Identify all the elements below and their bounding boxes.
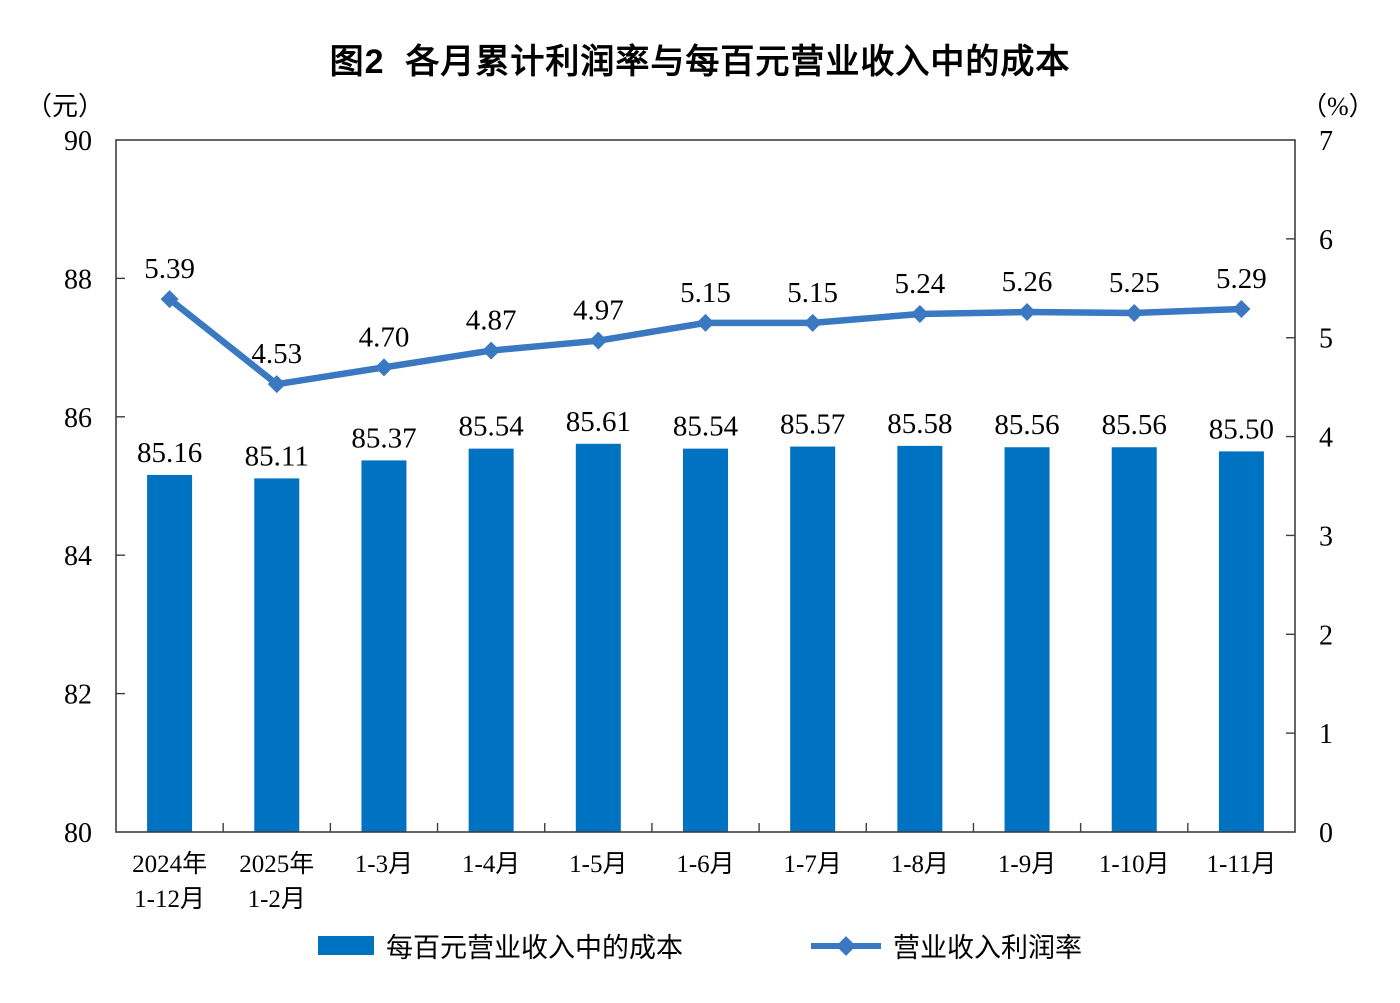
left-axis-tick-label: 88 bbox=[64, 264, 92, 295]
legend: 每百元营业收入中的成本 营业收入利润率 bbox=[0, 926, 1400, 965]
line-series bbox=[167, 296, 1242, 388]
bar bbox=[254, 478, 300, 832]
left-axis-tick-label: 90 bbox=[64, 126, 92, 157]
line-marker-diamond bbox=[1232, 300, 1251, 319]
x-category-label: 1-5月 bbox=[569, 851, 627, 878]
x-category-label: 1-12月 bbox=[134, 886, 205, 913]
line-value-label: 5.15 bbox=[680, 277, 731, 309]
bar-value-label: 85.50 bbox=[1209, 413, 1274, 445]
x-category-label: 1-6月 bbox=[676, 851, 734, 878]
right-axis-tick-label: 5 bbox=[1319, 324, 1333, 355]
line-marker-diamond bbox=[482, 341, 501, 360]
bar-value-label: 85.61 bbox=[566, 406, 631, 438]
right-axis-tick-label: 1 bbox=[1319, 719, 1333, 750]
bar-value-label: 85.54 bbox=[459, 411, 525, 443]
bar bbox=[790, 446, 836, 832]
x-category-label: 1-8月 bbox=[891, 851, 949, 878]
right-axis-unit-label: （%） bbox=[1301, 92, 1375, 121]
left-axis-tick-label: 84 bbox=[64, 541, 92, 572]
line-marker-diamond bbox=[910, 304, 929, 323]
bar-value-label: 85.56 bbox=[1102, 409, 1167, 441]
line-marker-diamond bbox=[160, 290, 179, 309]
legend-item-line-series: 营业收入利润率 bbox=[811, 926, 1082, 965]
line-marker-diamond bbox=[1125, 304, 1144, 322]
line-value-label: 5.25 bbox=[1109, 267, 1160, 299]
plot-border bbox=[115, 139, 1296, 833]
bar bbox=[575, 443, 621, 832]
left-axis-tick-label: 80 bbox=[64, 818, 92, 849]
line-value-label: 5.29 bbox=[1216, 263, 1267, 295]
x-category-label: 2025年 bbox=[239, 850, 314, 878]
line-series-marker-icon bbox=[811, 935, 881, 956]
bar-value-label: 85.11 bbox=[245, 440, 309, 472]
bar bbox=[1004, 447, 1050, 832]
right-axis-tick-label: 6 bbox=[1319, 225, 1333, 256]
left-axis-tick-label: 82 bbox=[64, 680, 92, 711]
line-marker-diamond bbox=[589, 331, 608, 350]
bar bbox=[683, 448, 728, 832]
right-axis-tick-label: 7 bbox=[1319, 126, 1333, 157]
line-marker-diamond bbox=[696, 313, 715, 332]
right-axis-tick-label: 3 bbox=[1319, 521, 1333, 552]
bar-value-label: 85.58 bbox=[887, 408, 952, 440]
line-value-label: 4.70 bbox=[359, 321, 410, 353]
x-category-label: 1-11月 bbox=[1206, 851, 1276, 878]
x-category-label: 1-10月 bbox=[1099, 851, 1170, 878]
bar bbox=[361, 460, 407, 832]
bar-value-label: 85.57 bbox=[780, 409, 845, 441]
right-axis-tick-label: 2 bbox=[1319, 620, 1333, 651]
bar-value-label: 85.56 bbox=[994, 409, 1059, 441]
bar-series-swatch-icon bbox=[318, 936, 374, 955]
legend-label-line-series: 营业收入利润率 bbox=[893, 933, 1082, 963]
bar bbox=[1111, 447, 1157, 832]
line-value-label: 5.39 bbox=[144, 253, 195, 285]
bar bbox=[147, 474, 193, 832]
left-axis-tick-label: 86 bbox=[64, 403, 92, 434]
bar-value-label: 85.37 bbox=[351, 422, 416, 454]
line-marker-diamond bbox=[803, 313, 822, 332]
right-axis-tick-label: 4 bbox=[1319, 423, 1333, 454]
line-marker-diamond bbox=[374, 358, 393, 377]
bar-value-label: 85.54 bbox=[673, 411, 739, 443]
line-marker-diamond bbox=[267, 375, 286, 394]
line-value-label: 4.53 bbox=[251, 338, 302, 370]
right-axis-tick-label: 0 bbox=[1319, 818, 1333, 849]
x-category-label: 1-3月 bbox=[355, 851, 413, 878]
line-marker-diamond bbox=[1018, 303, 1037, 322]
legend-item-bar-series: 每百元营业收入中的成本 bbox=[318, 926, 683, 965]
x-category-label: 2024年 bbox=[132, 850, 207, 878]
x-category-label: 1-9月 bbox=[998, 851, 1056, 878]
left-axis-unit-label: （元） bbox=[26, 92, 105, 121]
line-value-label: 5.26 bbox=[1002, 266, 1053, 298]
bar bbox=[468, 448, 514, 832]
legend-label-bar-series: 每百元营业收入中的成本 bbox=[386, 933, 683, 963]
bar bbox=[1218, 451, 1264, 832]
line-value-label: 4.87 bbox=[466, 305, 517, 337]
chart-title: 图2 各月累计利润率与每百元营业收入中的成本 bbox=[329, 43, 1071, 81]
line-value-label: 5.15 bbox=[787, 277, 838, 309]
x-category-label: 1-7月 bbox=[784, 851, 842, 878]
x-category-label: 1-2月 bbox=[248, 886, 306, 913]
x-category-label: 1-4月 bbox=[462, 851, 520, 878]
bar bbox=[897, 445, 943, 832]
line-value-label: 4.97 bbox=[573, 295, 624, 327]
bar-value-label: 85.16 bbox=[137, 437, 202, 469]
line-value-label: 5.24 bbox=[894, 268, 945, 300]
